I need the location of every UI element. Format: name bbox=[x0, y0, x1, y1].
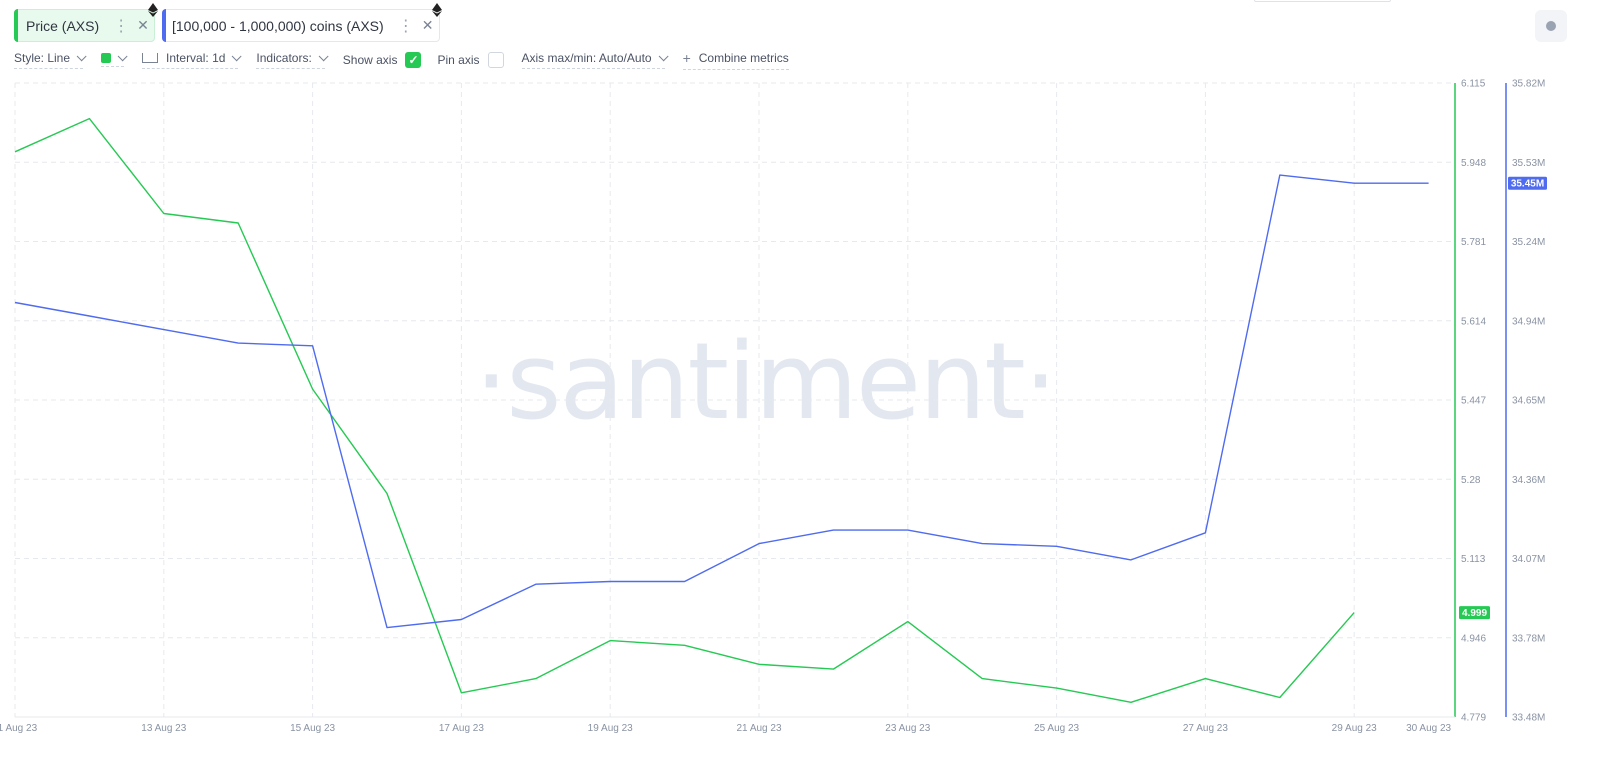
metric-label: Price (AXS) bbox=[26, 17, 100, 34]
x-axis-tick-label: 29 Aug 23 bbox=[1332, 723, 1377, 734]
x-axis-tick-label: 19 Aug 23 bbox=[588, 723, 633, 734]
color-swatch bbox=[101, 53, 112, 63]
style-label: Style: Line bbox=[14, 51, 71, 65]
right-axis-tick-label: 33.78M bbox=[1512, 633, 1545, 644]
show-axis-toggle[interactable]: Show axis ✓ bbox=[343, 52, 422, 68]
right-axis-tick-label: 34.07M bbox=[1512, 554, 1545, 565]
combine-label: Combine metrics bbox=[698, 51, 789, 65]
left-axis-tick-label: 5.781 bbox=[1461, 237, 1486, 248]
close-icon[interactable]: ✕ bbox=[137, 17, 149, 33]
right-axis-tick-label: 35.24M bbox=[1512, 237, 1545, 248]
metric-label: [100,000 - 1,000,000) coins (AXS) bbox=[172, 17, 384, 34]
indicators-dropdown[interactable]: Indicators: bbox=[256, 50, 329, 69]
style-dropdown[interactable]: Style: Line bbox=[14, 50, 87, 69]
left-axis-tick-label: 5.948 bbox=[1461, 158, 1486, 169]
pin-axis-toggle[interactable]: Pin axis bbox=[437, 52, 504, 68]
x-axis-tick-label: 17 Aug 23 bbox=[439, 723, 484, 734]
top-panel-edge bbox=[1254, 0, 1391, 2]
right-axis-tick-label: 33.48M bbox=[1512, 713, 1545, 724]
settings-toggle-button[interactable] bbox=[1535, 10, 1567, 42]
watermark: ·santiment· bbox=[475, 320, 1056, 443]
x-axis-tick-label: 23 Aug 23 bbox=[885, 723, 930, 734]
plus-icon: + bbox=[682, 50, 691, 66]
last-value-label: 4.999 bbox=[1462, 608, 1487, 619]
show-axis-checkbox[interactable]: ✓ bbox=[405, 52, 422, 68]
pin-axis-checkbox[interactable] bbox=[487, 52, 504, 68]
ethereum-icon bbox=[432, 3, 442, 17]
metric-color-bar bbox=[14, 9, 18, 42]
x-axis-tick-label: 27 Aug 23 bbox=[1183, 723, 1228, 734]
left-axis-tick-label: 5.113 bbox=[1461, 554, 1486, 565]
right-axis-tick-label: 34.65M bbox=[1512, 396, 1545, 407]
right-axis-tick-label: 34.94M bbox=[1512, 316, 1545, 327]
left-axis-tick-label: 5.447 bbox=[1461, 396, 1486, 407]
chart-toolbar: Style: Line Interval: 1d Indicators: Sho… bbox=[14, 50, 807, 70]
series-layer bbox=[14, 117, 1429, 703]
x-axis-tick-label: 15 Aug 23 bbox=[290, 723, 335, 734]
series-line bbox=[14, 174, 1429, 629]
color-dropdown[interactable] bbox=[101, 50, 128, 67]
indicators-label: Indicators: bbox=[256, 51, 312, 65]
pin-axis-label: Pin axis bbox=[437, 53, 480, 67]
x-axis-tick-label: 25 Aug 23 bbox=[1034, 723, 1079, 734]
series-line bbox=[14, 117, 1355, 703]
right-axis-tick-label: 35.53M bbox=[1512, 158, 1545, 169]
last-value-badge bbox=[1459, 606, 1490, 620]
last-value-badge bbox=[1508, 176, 1547, 190]
horizontal-gridlines bbox=[15, 82, 1455, 718]
right-axis-tick-label: 35.82M bbox=[1512, 79, 1545, 90]
x-axis-tick-label: 21 Aug 23 bbox=[736, 723, 781, 734]
last-value-label: 35.45M bbox=[1511, 179, 1544, 190]
tick-labels: 6.115 5.948 5.781 5.614 5.447 5.28 5.113 4.946 4… bbox=[0, 79, 1547, 734]
close-icon[interactable]: ✕ bbox=[421, 17, 434, 33]
axis-range-dropdown[interactable]: Axis max/min: Auto/Auto bbox=[521, 50, 669, 69]
show-axis-label: Show axis bbox=[342, 53, 398, 67]
metric-color-bar bbox=[162, 9, 166, 42]
interval-label: Interval: 1d bbox=[166, 51, 226, 65]
metric-chip-coins[interactable]: [100,000 - 1,000,000) coins (AXS) ⋮ ✕ bbox=[162, 3, 442, 42]
x-axis-tick-label: 30 Aug 23 bbox=[1406, 723, 1451, 734]
metric-chip-price[interactable]: Price (AXS) ⋮ ✕ bbox=[14, 3, 158, 42]
ethereum-icon bbox=[148, 3, 158, 17]
right-axis-tick-label: 34.36M bbox=[1512, 475, 1545, 486]
axes bbox=[15, 83, 1507, 718]
left-axis-tick-label: 6.115 bbox=[1461, 79, 1486, 90]
left-axis-tick-label: 5.28 bbox=[1461, 475, 1481, 486]
left-axis-tick-label: 4.779 bbox=[1461, 713, 1486, 724]
left-axis-tick-label: 4.946 bbox=[1461, 633, 1486, 644]
interval-dropdown[interactable]: Interval: 1d bbox=[142, 50, 242, 69]
x-axis-tick-label: 11 Aug 23 bbox=[0, 723, 38, 734]
ruler-icon bbox=[142, 53, 159, 63]
combine-metrics-button[interactable]: + Combine metrics bbox=[682, 50, 789, 70]
left-axis-tick-label: 5.614 bbox=[1461, 316, 1486, 327]
x-axis-tick-label: 13 Aug 23 bbox=[141, 723, 186, 734]
dot-icon bbox=[1546, 21, 1556, 31]
axis-range-label: Axis max/min: Auto/Auto bbox=[521, 51, 652, 65]
